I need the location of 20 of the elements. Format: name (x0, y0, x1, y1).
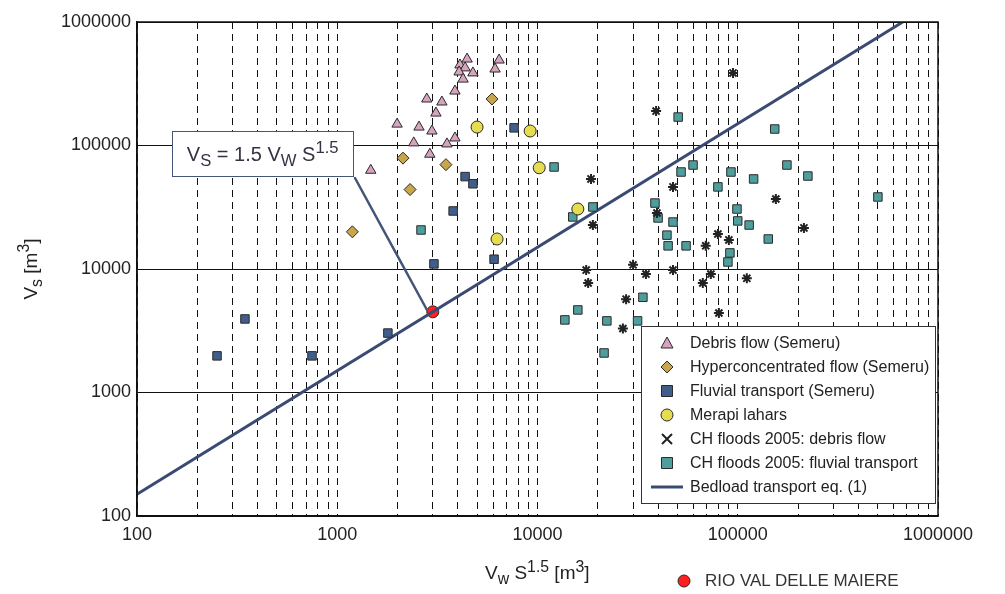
legend-label: Debris flow (Semeru) (690, 334, 841, 352)
legend-label: Bedload transport eq. (1) (690, 478, 867, 496)
x-tick-label: 100000 (707, 523, 768, 544)
y-tick-label: 100 (100, 504, 131, 525)
y-tick-label: 100000 (70, 134, 131, 155)
legend-label: RIO VAL DELLE MAIERE (705, 571, 899, 591)
x-axis-title: V$_{w}$ S$^{1.5}$ [m$^{3}$] (485, 558, 590, 589)
annotation: V$_{S}$ = 1.5 V$_{W}$ S$^{1.5}$ (171, 130, 354, 178)
x-tick-label: 1000000 (902, 523, 974, 544)
legend-label: CH floods 2005: debris flow (690, 430, 886, 448)
x-tick-label: 10000 (512, 523, 563, 544)
y-tick-label: 1000000 (60, 10, 131, 31)
x-tick-label: 1000 (317, 523, 358, 544)
x-tick-label: 100 (121, 523, 153, 544)
legend-label: Hyperconcentrated flow (Semeru) (690, 358, 930, 376)
y-tick-label: 1000 (90, 381, 131, 402)
legend-label: CH floods 2005: fluvial transport (690, 454, 918, 472)
y-tick-label: 10000 (80, 257, 131, 278)
legend-label: Merapi lahars (690, 406, 787, 424)
legend-label: Fluvial transport (Semeru) (690, 382, 875, 400)
